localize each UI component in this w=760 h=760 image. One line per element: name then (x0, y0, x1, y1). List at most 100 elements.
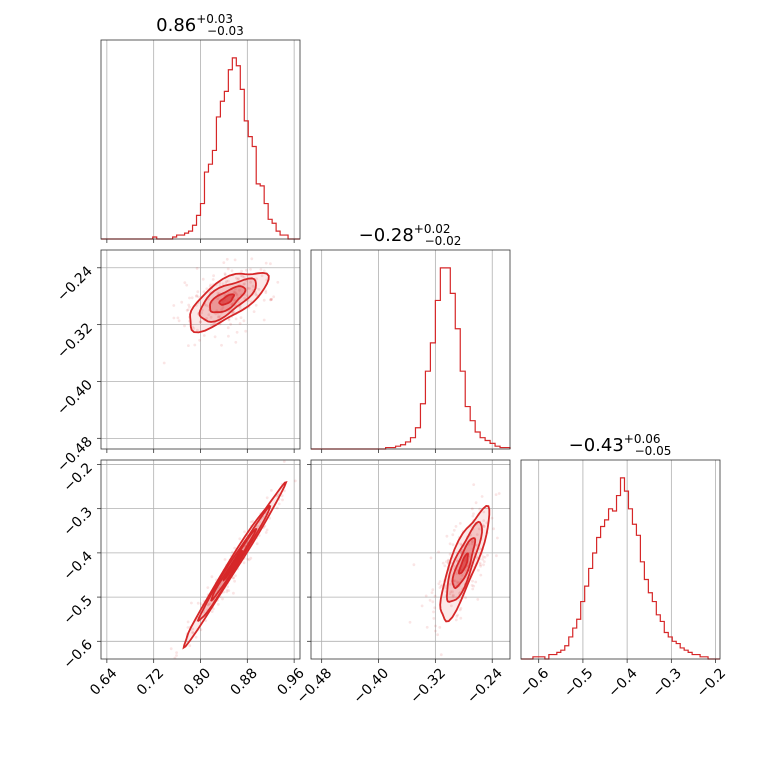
sample-point (242, 275, 246, 279)
sample-point (251, 519, 255, 523)
sample-point (436, 633, 439, 637)
sample-point (269, 298, 272, 302)
sample-point (451, 593, 455, 597)
sample-point (269, 298, 272, 301)
sample-point (191, 631, 195, 635)
sample-point (455, 615, 459, 618)
sample-point (254, 292, 257, 296)
sample-point (449, 590, 453, 593)
sample-point (455, 559, 459, 563)
y-tick-label-param-2: −0.40 (54, 377, 96, 419)
sample-point (227, 589, 231, 592)
sample-point (250, 257, 254, 261)
sample-point (282, 460, 286, 463)
sample-point (478, 561, 482, 565)
sample-point (233, 579, 237, 583)
histogram-step-line (311, 267, 511, 450)
sample-point (470, 507, 474, 511)
sample-point (246, 286, 250, 290)
x-tick-label-param-2: −0.32 (407, 665, 449, 707)
sample-point (212, 607, 215, 611)
sample-point (268, 516, 271, 520)
sample-point (270, 489, 273, 492)
sample-point (256, 524, 259, 528)
sample-point (482, 510, 486, 514)
sample-point (481, 558, 484, 561)
sample-point (176, 316, 180, 320)
sample-point (226, 326, 230, 330)
sample-point (198, 338, 202, 342)
sample-point (223, 273, 227, 277)
sample-point (177, 319, 181, 323)
sample-point (478, 507, 482, 511)
sample-point (225, 588, 229, 592)
sample-point (481, 555, 485, 559)
sample-point (224, 281, 228, 284)
sample-point (434, 629, 437, 633)
sample-point (445, 534, 449, 538)
sample-point (474, 580, 478, 584)
sample-point (255, 542, 259, 546)
sample-point (264, 531, 268, 534)
sample-point (275, 506, 279, 510)
sample-point (433, 606, 437, 610)
sample-point (209, 283, 213, 287)
sample-point (191, 627, 195, 631)
sample-point (191, 325, 195, 329)
sample-point (471, 540, 474, 543)
sample-point (192, 327, 196, 330)
sample-point (205, 287, 209, 291)
sample-point (199, 628, 203, 632)
sample-point (239, 316, 243, 319)
sample-point (229, 322, 233, 326)
sample-point (441, 561, 445, 565)
sample-point (243, 296, 247, 300)
sample-point (241, 274, 245, 278)
sample-point (227, 318, 231, 322)
sample-point (276, 493, 280, 497)
sample-point (448, 552, 452, 556)
sample-point (455, 572, 459, 575)
sample-point (199, 320, 203, 324)
sample-point (482, 519, 486, 522)
sample-point (205, 317, 209, 320)
x-tick-label-param-2: −0.40 (350, 665, 392, 707)
sample-point (479, 564, 482, 568)
sample-point (230, 269, 234, 273)
sample-point (459, 550, 463, 554)
sample-point (175, 654, 178, 657)
sample-point (472, 584, 476, 588)
sample-point (270, 298, 273, 301)
sample-point (468, 554, 471, 558)
sample-point (238, 322, 242, 325)
sample-point (205, 304, 209, 307)
sample-point (272, 295, 276, 299)
sample-point (490, 516, 494, 520)
sample-point (257, 288, 261, 291)
sample-point (202, 290, 206, 294)
x-tick-label-param-1: 0.64 (87, 665, 120, 698)
sample-point (451, 543, 455, 547)
panel-hist-param-1 (100, 39, 301, 243)
sample-point (196, 328, 199, 332)
sample-point (194, 635, 198, 639)
sample-point (213, 335, 217, 339)
sample-point (468, 552, 472, 556)
sample-point (232, 576, 235, 580)
sample-point (452, 528, 456, 532)
sample-point (244, 329, 248, 333)
sample-point (234, 317, 238, 321)
sample-point (252, 310, 256, 313)
sample-point (483, 555, 487, 559)
sample-point (458, 608, 462, 612)
sample-point (188, 644, 192, 648)
sample-point (210, 575, 214, 579)
sample-point (265, 528, 269, 532)
sample-point (200, 311, 204, 315)
sample-point (195, 294, 199, 298)
sample-point (471, 514, 475, 518)
sample-point (474, 501, 478, 505)
sample-point (242, 319, 246, 323)
title-param-3-value: −0.43 (569, 435, 624, 456)
